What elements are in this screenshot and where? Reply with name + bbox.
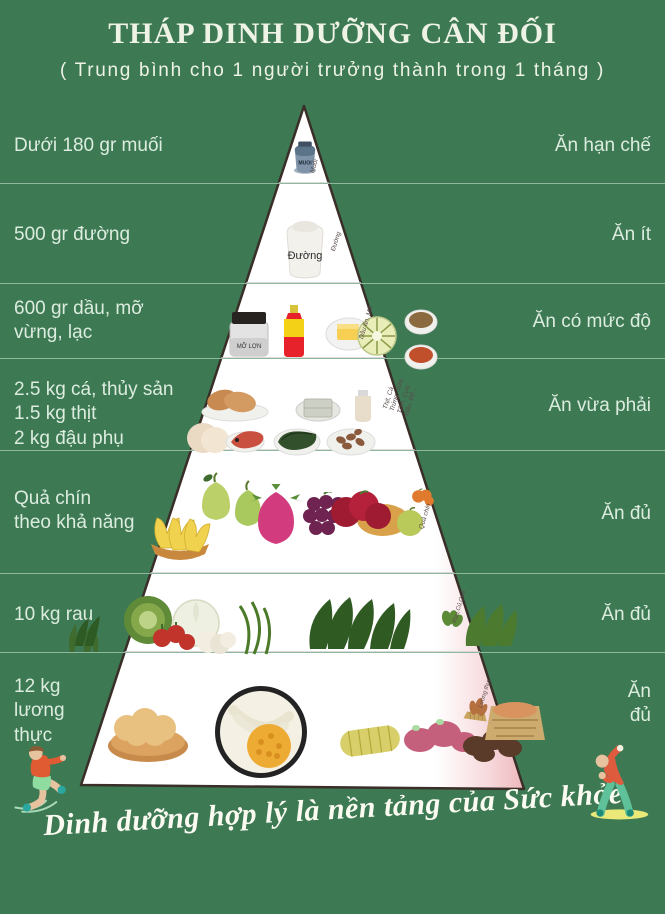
svg-text:MỠ LỢN: MỠ LỢN <box>237 343 262 350</box>
svg-text:Đường: Đường <box>288 250 323 262</box>
